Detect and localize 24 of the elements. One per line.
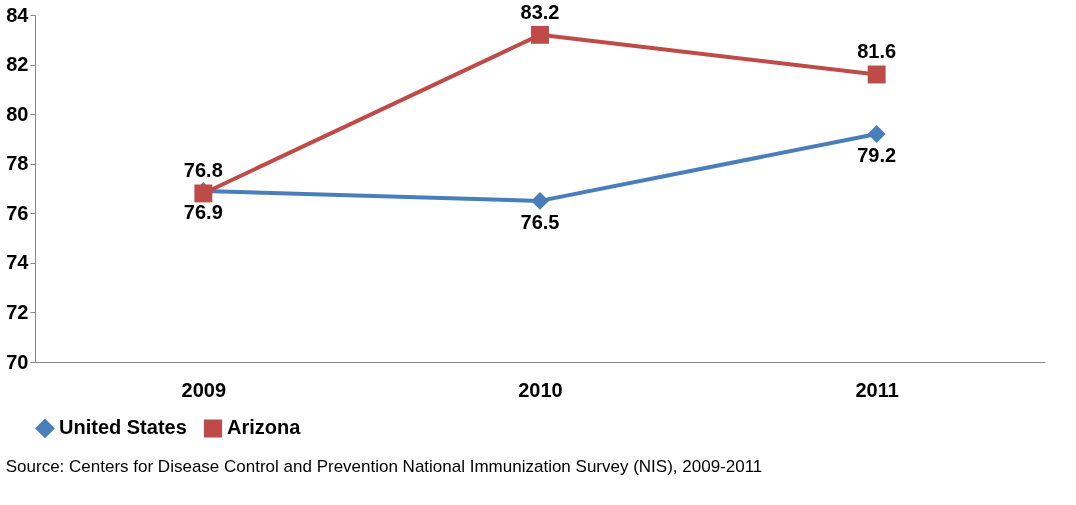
legend-label: United States [59,416,187,439]
data-label: 81.6 [857,40,897,63]
y-tick-label: 84 [6,3,30,26]
x-tick-label: 2011 [855,378,899,401]
x-tick-label: 2010 [518,378,563,401]
data-label: 79.2 [857,143,897,166]
y-tick-label: 78 [6,152,29,175]
data-label: 83.2 [520,0,560,23]
y-tick-label: 80 [6,102,29,125]
source-note: Source: Centers for Disease Control and Prevention National Immunization Survey (NIS), 2009-2011 [5,457,763,476]
y-tick-label: 82 [6,53,29,76]
y-tick-label: 74 [6,251,30,274]
point [531,25,549,44]
data-label: 76.9 [183,200,223,223]
y-tick-label: 70 [6,350,29,373]
y-tick-label: 72 [6,300,29,323]
x-tick-label: 2009 [181,378,227,401]
point [531,191,549,210]
legend-label: Arizona [227,416,302,439]
data-label: 76.8 [183,159,223,182]
point [867,125,886,143]
y-tick-label: 76 [6,201,29,224]
point [867,65,886,84]
data-label: 76.5 [520,210,560,233]
